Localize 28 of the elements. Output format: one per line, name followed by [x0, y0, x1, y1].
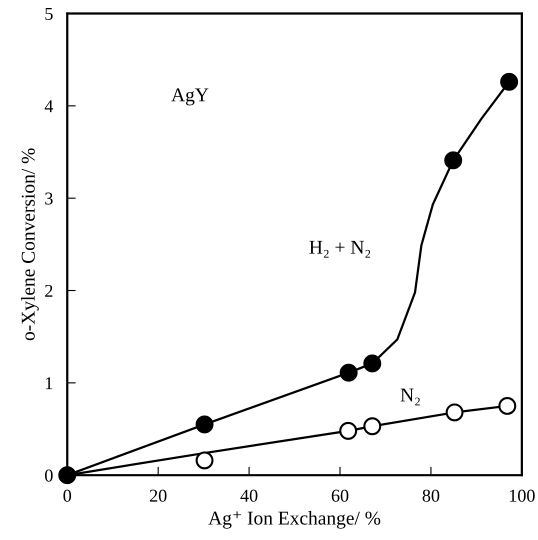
- point: [363, 417, 382, 436]
- point: [196, 451, 214, 470]
- point: [196, 415, 214, 434]
- point: [500, 72, 518, 91]
- point: [363, 354, 382, 372]
- y-tick-label: 2: [45, 284, 52, 297]
- annotation: AgY: [171, 88, 208, 106]
- x-tick-label: 100: [510, 490, 535, 502]
- y-tick-label: 1: [46, 377, 52, 390]
- y-tick-label: 3: [45, 192, 53, 205]
- x-tick-label: 40: [240, 490, 258, 502]
- point: [498, 396, 516, 415]
- annotation: N₂: [400, 388, 420, 406]
- x-tick-label: 20: [150, 490, 167, 502]
- x-axis-title: Ag⁺ Ion Exchange/ %: [208, 511, 380, 529]
- x-tick-label: 80: [422, 490, 440, 502]
- point: [444, 151, 462, 170]
- annotation: H₂ + N₂: [309, 240, 370, 258]
- point: [340, 364, 358, 382]
- y-tick-label: 4: [44, 100, 54, 112]
- point: [446, 403, 464, 422]
- point: [339, 422, 358, 440]
- x-tick-label: 0: [63, 490, 72, 502]
- y-tick-label: 5: [45, 8, 53, 20]
- point: [58, 466, 76, 484]
- x-tick-label: 60: [332, 490, 348, 502]
- y-tick-label: 0: [45, 469, 53, 482]
- y-axis-title: o-Xylene Conversion/ %: [21, 148, 39, 340]
